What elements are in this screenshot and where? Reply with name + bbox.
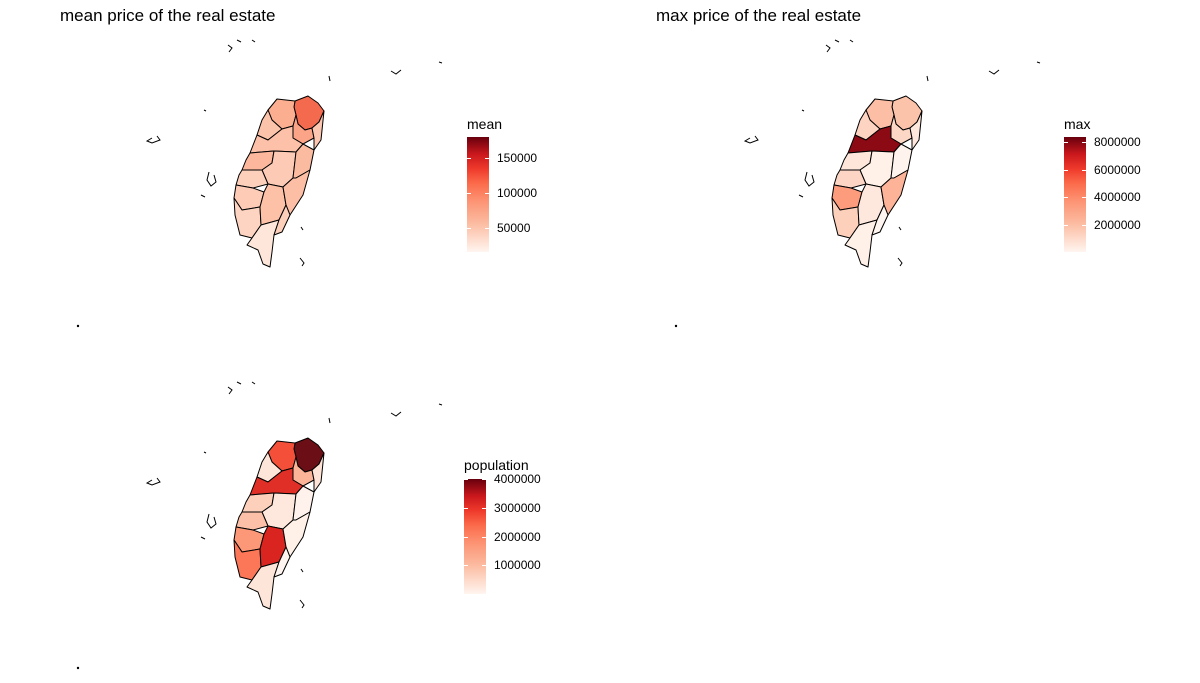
taiwan-map xyxy=(674,39,1041,328)
islet-outline xyxy=(206,513,217,529)
islet-outline xyxy=(227,386,233,395)
legend-tick-mark xyxy=(485,192,489,194)
legend-tick-label: 4000000 xyxy=(1094,190,1141,205)
panel-title: mean price of the real estate xyxy=(60,6,276,25)
islet-outline xyxy=(145,477,161,486)
legend-tick-mark xyxy=(1064,169,1068,171)
islet-outline xyxy=(203,451,207,454)
legend-tick-mark xyxy=(464,479,468,480)
legend-tick-mark xyxy=(1064,197,1068,199)
county-center-west xyxy=(235,169,269,189)
legend-tick-mark xyxy=(485,227,489,229)
county-center-west xyxy=(833,169,867,189)
mean-price-map-panel: mean price of the real estate mean 15000… xyxy=(0,0,600,342)
legend-tick-label: 1000000 xyxy=(494,558,541,573)
islet-outline xyxy=(825,44,831,53)
legend-color-bar xyxy=(467,137,489,252)
population-map-panel: population 4000000 3000000 2000000 1000000 xyxy=(0,342,600,683)
legend-tick-mark xyxy=(482,536,486,538)
county-south-tip xyxy=(844,219,878,268)
islet-outline xyxy=(251,381,256,385)
legend-tick-label: 100000 xyxy=(497,185,538,200)
islet-outline xyxy=(438,61,443,64)
legend-title: max xyxy=(1064,116,1091,132)
legend-tick-label: 8000000 xyxy=(1094,135,1141,150)
islet-outline xyxy=(236,381,242,385)
legend-tick-mark xyxy=(1082,197,1086,199)
legend-tick-mark xyxy=(467,157,471,159)
legend-tick-mark xyxy=(464,565,468,567)
county-east-south xyxy=(273,204,291,236)
islet-outline xyxy=(203,109,207,112)
islet-outline xyxy=(804,171,815,187)
legend-tick-mark xyxy=(1082,224,1086,226)
legend-color-bar xyxy=(464,479,486,594)
legend-tick-label: 2000000 xyxy=(494,529,541,544)
county-east-south xyxy=(273,546,291,578)
islet-dot xyxy=(76,666,80,670)
islet-outline xyxy=(200,536,206,540)
islet-outline xyxy=(145,135,161,144)
taiwan-map xyxy=(76,39,443,328)
islet-outline xyxy=(236,39,242,43)
legend-tick-mark xyxy=(482,507,486,509)
islet-dot xyxy=(76,324,80,328)
islet-outline xyxy=(849,39,854,43)
county-north-east xyxy=(909,110,923,151)
county-south-tip xyxy=(246,561,280,610)
islet-outline xyxy=(328,417,331,424)
legend-title: population xyxy=(464,457,529,473)
legend-tick-label: 2000000 xyxy=(1094,217,1141,232)
legend-tick-mark xyxy=(464,536,468,538)
islet-outline xyxy=(798,194,804,198)
legend-tick-mark xyxy=(1082,169,1086,171)
islet-outline xyxy=(1036,61,1041,64)
max-price-map-panel: max price of the real estate max 8000000… xyxy=(600,0,1200,342)
islet-outline xyxy=(328,75,331,82)
legend-tick-label: 3000000 xyxy=(494,500,541,515)
legend-tick-mark xyxy=(1082,142,1086,144)
islet-outline xyxy=(251,39,256,43)
islet-outline xyxy=(801,109,805,112)
legend-tick-label: 150000 xyxy=(497,150,538,165)
legend-tick-mark xyxy=(464,507,468,509)
legend-tick-label: 4000000 xyxy=(494,472,541,486)
legend-tick-mark xyxy=(485,157,489,159)
legend-tick-label: 6000000 xyxy=(1094,162,1141,177)
legend-tick-mark xyxy=(467,227,471,229)
islet-outline xyxy=(897,257,903,267)
legend-tick-mark xyxy=(482,565,486,567)
islet-outline xyxy=(834,39,840,43)
county-south-tip xyxy=(246,219,280,268)
legend-tick-mark xyxy=(1064,224,1068,226)
islet-outline xyxy=(300,226,304,231)
legend-tick-mark xyxy=(467,192,471,194)
islet-outline xyxy=(988,69,1000,75)
islet-outline xyxy=(390,69,402,75)
legend-title: mean xyxy=(467,116,503,132)
legend-tick-mark xyxy=(1064,142,1068,144)
islet-outline xyxy=(299,599,305,609)
county-north-east xyxy=(311,110,325,151)
county-center-west xyxy=(235,511,269,531)
islet-outline xyxy=(390,411,402,417)
taiwan-map xyxy=(76,381,443,670)
islet-outline xyxy=(898,226,902,231)
islet-outline xyxy=(200,194,206,198)
islet-outline xyxy=(299,257,305,267)
islet-outline xyxy=(743,135,759,144)
islet-outline xyxy=(926,75,929,82)
islet-outline xyxy=(206,171,217,187)
legend-tick-mark xyxy=(482,479,486,480)
county-east-south xyxy=(871,204,889,236)
county-north-east xyxy=(311,452,325,493)
islet-dot xyxy=(674,324,678,328)
legend-color-bar xyxy=(1064,137,1086,252)
islet-outline xyxy=(300,568,304,573)
panel-title: max price of the real estate xyxy=(656,6,862,25)
islet-outline xyxy=(438,403,443,406)
legend-tick-label: 50000 xyxy=(497,220,531,235)
islet-outline xyxy=(227,44,233,53)
